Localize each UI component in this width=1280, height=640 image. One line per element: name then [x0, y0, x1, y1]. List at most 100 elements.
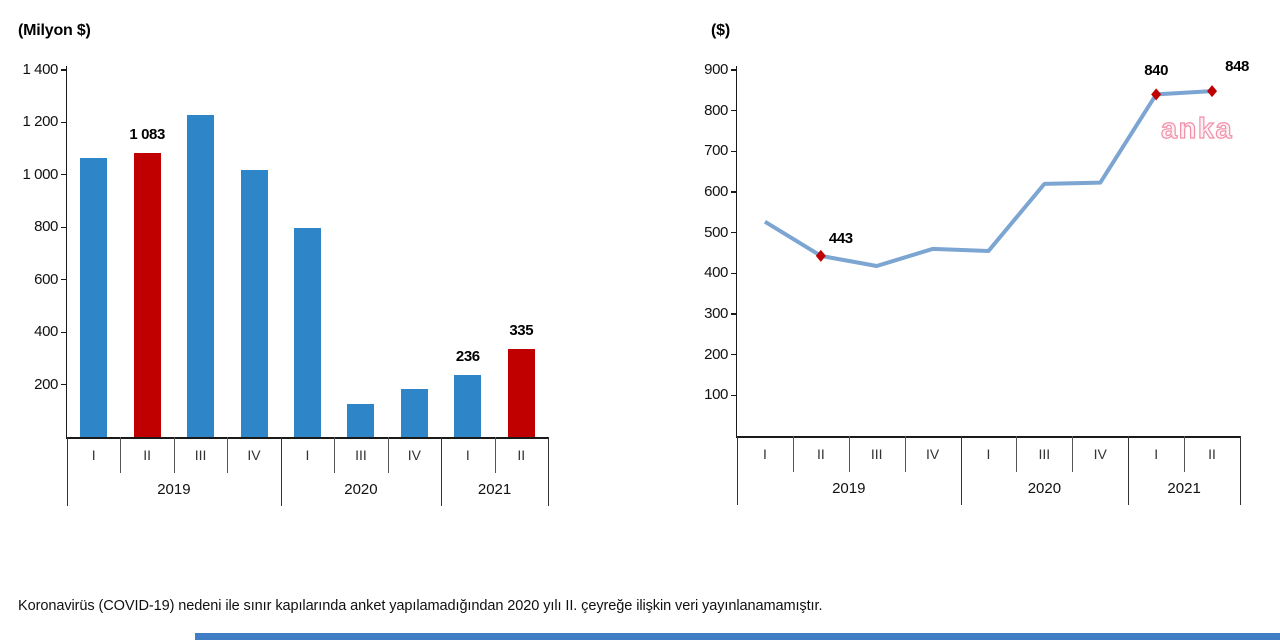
data-value-label: 443 [828, 229, 853, 247]
year-group-separator [67, 437, 69, 506]
bottom-accent-bar [195, 633, 1280, 640]
quarter-label: IV [247, 447, 261, 463]
y-tick-mark [60, 383, 66, 386]
year-group-separator [280, 437, 282, 506]
x-axis-line [735, 436, 1240, 438]
year-label: 2021 [477, 481, 512, 498]
anka-watermark: anka [1160, 112, 1234, 145]
quarter-label: III [870, 446, 883, 462]
quarter-label: IV [925, 446, 940, 462]
quarter-tick [494, 437, 496, 473]
quarter-tick [1072, 436, 1074, 472]
y-tick-label: 700 [704, 142, 728, 160]
quarter-tick [227, 437, 229, 473]
bar [294, 228, 321, 437]
quarter-tick [1184, 436, 1186, 472]
bar [187, 114, 215, 437]
trend-line [763, 89, 1213, 269]
right-chart-unit-label: ($) [711, 22, 730, 39]
quarter-label: IV [407, 447, 421, 463]
bar [507, 349, 535, 437]
y-tick-mark [60, 226, 66, 228]
data-value-label: 335 [509, 322, 534, 340]
y-tick-mark [60, 331, 66, 333]
y-tick-label: 900 [704, 61, 728, 78]
marker-diamond-icon [1151, 88, 1162, 101]
quarter-tick [387, 437, 389, 473]
quarter-label: I [91, 447, 96, 463]
y-tick-label: 800 [34, 218, 58, 236]
y-tick-mark [730, 394, 736, 396]
quarter-tick [848, 436, 850, 472]
bar [240, 169, 268, 437]
quarter-label: III [355, 447, 367, 463]
y-tick-label: 1 000 [22, 165, 58, 183]
year-group-separator [1128, 436, 1130, 505]
y-tick-label: 200 [704, 345, 728, 363]
year-label: 2019 [832, 480, 866, 497]
quarter-tick [792, 436, 794, 472]
y-tick-label: 100 [704, 386, 728, 404]
quarter-tick [904, 436, 906, 472]
quarter-label: I [465, 447, 470, 463]
year-label: 2019 [157, 481, 191, 498]
year-group-separator [548, 437, 550, 506]
y-tick-mark [730, 191, 736, 193]
year-label: 2020 [1027, 480, 1062, 497]
y-tick-mark [60, 69, 66, 71]
year-group-separator [1240, 436, 1242, 505]
y-tick-label: 1 200 [22, 113, 58, 131]
y-tick-mark [730, 313, 736, 315]
quarter-label: I [986, 446, 991, 462]
footnote-text: Koronavirüs (COVID-19) nedeni ile sınır … [18, 597, 823, 614]
y-tick-label: 200 [34, 375, 58, 393]
data-value-label: 1 083 [129, 126, 165, 144]
quarter-label: I [305, 447, 310, 463]
y-tick-label: 600 [704, 183, 728, 200]
y-tick-label: 600 [34, 270, 58, 288]
year-group-separator [441, 437, 443, 506]
quarter-label: II [1208, 446, 1216, 462]
left-chart-unit-label: (Milyon $) [18, 22, 91, 39]
y-tick-label: 500 [704, 223, 728, 241]
quarter-label: II [143, 447, 152, 463]
y-tick-label: 1 400 [22, 61, 58, 78]
quarter-label: II [816, 446, 825, 462]
y-tick-mark [730, 69, 736, 71]
data-value-label: 840 [1144, 62, 1169, 80]
quarter-label: III [194, 447, 207, 463]
quarter-label: III [1038, 446, 1051, 462]
marker-diamond-icon [815, 249, 826, 262]
year-label: 2020 [344, 481, 378, 498]
bar [454, 375, 482, 437]
year-label: 2021 [1167, 480, 1201, 497]
quarter-label: IV [1093, 446, 1107, 462]
quarter-label: II [517, 447, 526, 463]
quarter-tick [334, 437, 336, 473]
quarter-label: I [762, 446, 767, 462]
y-tick-mark [730, 150, 736, 152]
quarter-label: I [1154, 446, 1159, 462]
x-axis-line [65, 437, 548, 439]
y-tick-mark [730, 354, 736, 356]
data-value-label: 848 [1225, 58, 1249, 76]
y-tick-label: 300 [704, 305, 728, 322]
data-value-label: 236 [455, 348, 480, 366]
y-tick-mark [730, 272, 736, 274]
y-axis-line [65, 66, 67, 437]
quarter-tick [120, 437, 122, 473]
quarter-tick [173, 437, 175, 473]
y-tick-mark [730, 110, 736, 112]
y-tick-mark [60, 174, 66, 176]
year-group-separator [960, 436, 962, 505]
y-tick-label: 800 [704, 101, 728, 119]
y-tick-mark [60, 121, 66, 124]
bar [400, 389, 428, 437]
year-group-separator [737, 436, 739, 505]
quarter-tick [1016, 436, 1018, 472]
bar [133, 153, 161, 437]
y-axis-line [735, 66, 737, 436]
bar [80, 157, 108, 437]
